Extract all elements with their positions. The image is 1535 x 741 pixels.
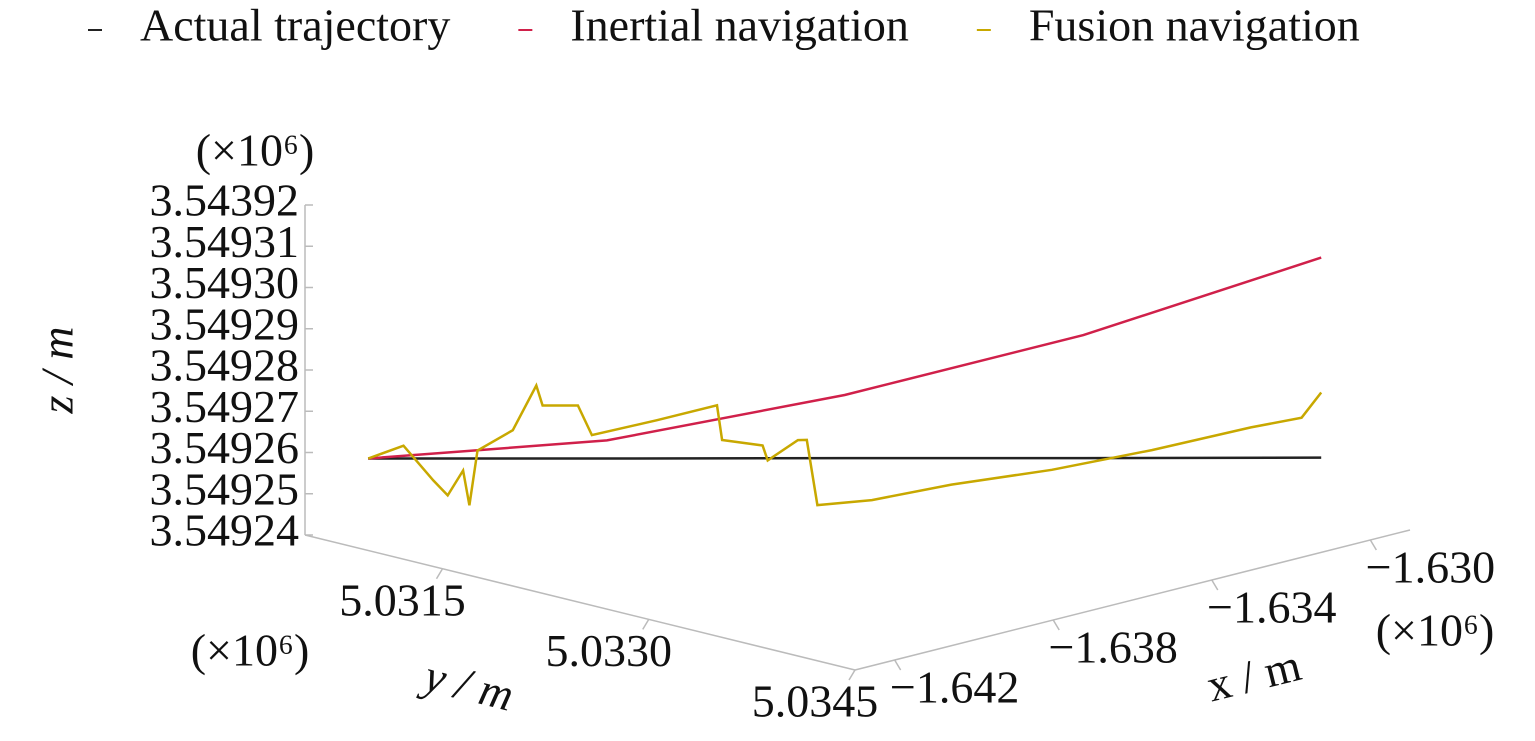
x-multiplier: (×10⁶) (1376, 605, 1495, 656)
z-tick-label: 3.54930 (150, 257, 300, 308)
z-tick-label: 3.54927 (150, 381, 300, 432)
z-tick-label: 3.54928 (150, 340, 300, 391)
x-axis (854, 529, 1411, 671)
y-axis (304, 534, 856, 671)
x-tick (1211, 579, 1219, 591)
series-line (367, 382, 1323, 507)
x-tick (893, 659, 902, 671)
z-tick-label: 3.54392 (150, 175, 300, 226)
x-tick-label: −1.642 (890, 662, 1019, 713)
y-multiplier: (×10⁶) (191, 625, 310, 676)
x-tick (1052, 619, 1060, 631)
y-tick (848, 669, 856, 681)
series-line (368, 456, 1322, 460)
y-tick (642, 618, 650, 630)
z-tick-label: 3.54929 (150, 298, 300, 349)
y-tick-label: 5.0330 (546, 625, 673, 676)
z-tick-label: 3.54931 (150, 216, 300, 267)
x-tick-label: −1.630 (1366, 542, 1495, 593)
y-tick-label: 5.0315 (339, 574, 466, 625)
y-axis-label: y / m (416, 649, 519, 721)
y-tick (435, 568, 444, 580)
x-tick (1369, 539, 1378, 551)
z-multiplier: (×10⁶) (196, 125, 315, 176)
x-tick-label: −1.638 (1048, 622, 1177, 673)
z-tick-label: 3.54926 (150, 422, 300, 473)
legend-label: Actual trajectory (140, 0, 450, 51)
z-axis-label: z / m (32, 327, 83, 415)
z-tick-label: 3.54924 (150, 505, 300, 556)
legend-label: Fusion navigation (1029, 0, 1360, 51)
y-tick-label: 5.0345 (752, 676, 879, 727)
x-tick-label: −1.634 (1207, 582, 1336, 633)
legend-label: Inertial navigation (570, 0, 909, 51)
series-line (368, 256, 1322, 460)
x-axis-label: x / m (1202, 639, 1306, 711)
z-tick-label: 3.54925 (150, 463, 300, 514)
